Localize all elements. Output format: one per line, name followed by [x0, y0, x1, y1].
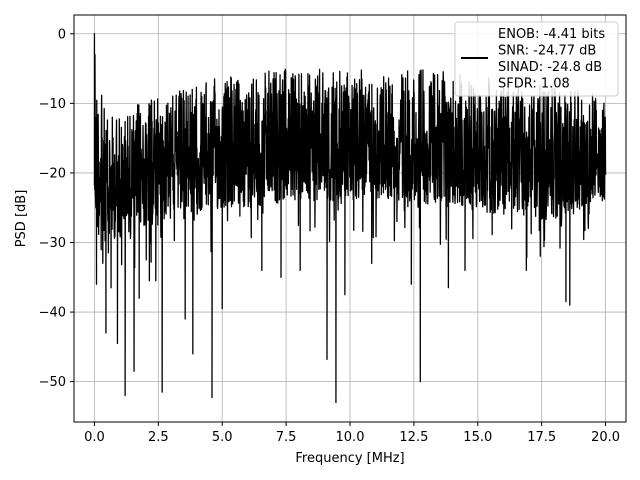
psd-series [93, 33, 607, 404]
legend-label-line: SINAD: -24.8 dB [498, 60, 602, 75]
x-tick-label: 2.5 [148, 430, 169, 445]
x-tick-label: 17.5 [527, 430, 556, 445]
legend-label-line: SNR: -24.77 dB [498, 44, 596, 59]
legend-label-line: ENOB: -4.41 bits [498, 27, 605, 42]
y-tick-label: −10 [39, 97, 66, 112]
y-tick-label: −40 [39, 306, 66, 321]
x-tick-label: 10.0 [336, 430, 365, 445]
y-tick-label: −20 [39, 166, 66, 181]
y-tick-label: −30 [39, 236, 66, 251]
x-tick-label: 20.0 [591, 430, 620, 445]
y-axis-label: PSD [dB] [14, 190, 29, 248]
x-axis-label: Frequency [MHz] [295, 451, 404, 466]
x-tick-label: 0.0 [84, 430, 105, 445]
y-tick-label: −50 [39, 375, 66, 390]
x-tick-label: 12.5 [399, 430, 428, 445]
x-tick-label: 5.0 [212, 430, 233, 445]
x-tick-label: 7.5 [276, 430, 297, 445]
axis-ticks: 0.0 2.5 5.0 7.5 10.0 12.5 15.0 17.5 20.0 0 −10 −20 −… [39, 27, 620, 445]
psd-line [93, 33, 607, 404]
y-tick-label: 0 [58, 27, 66, 42]
legend-box [454, 21, 619, 97]
legend-label-line: SFDR: 1.08 [498, 77, 570, 92]
x-tick-label: 15.0 [463, 430, 492, 445]
